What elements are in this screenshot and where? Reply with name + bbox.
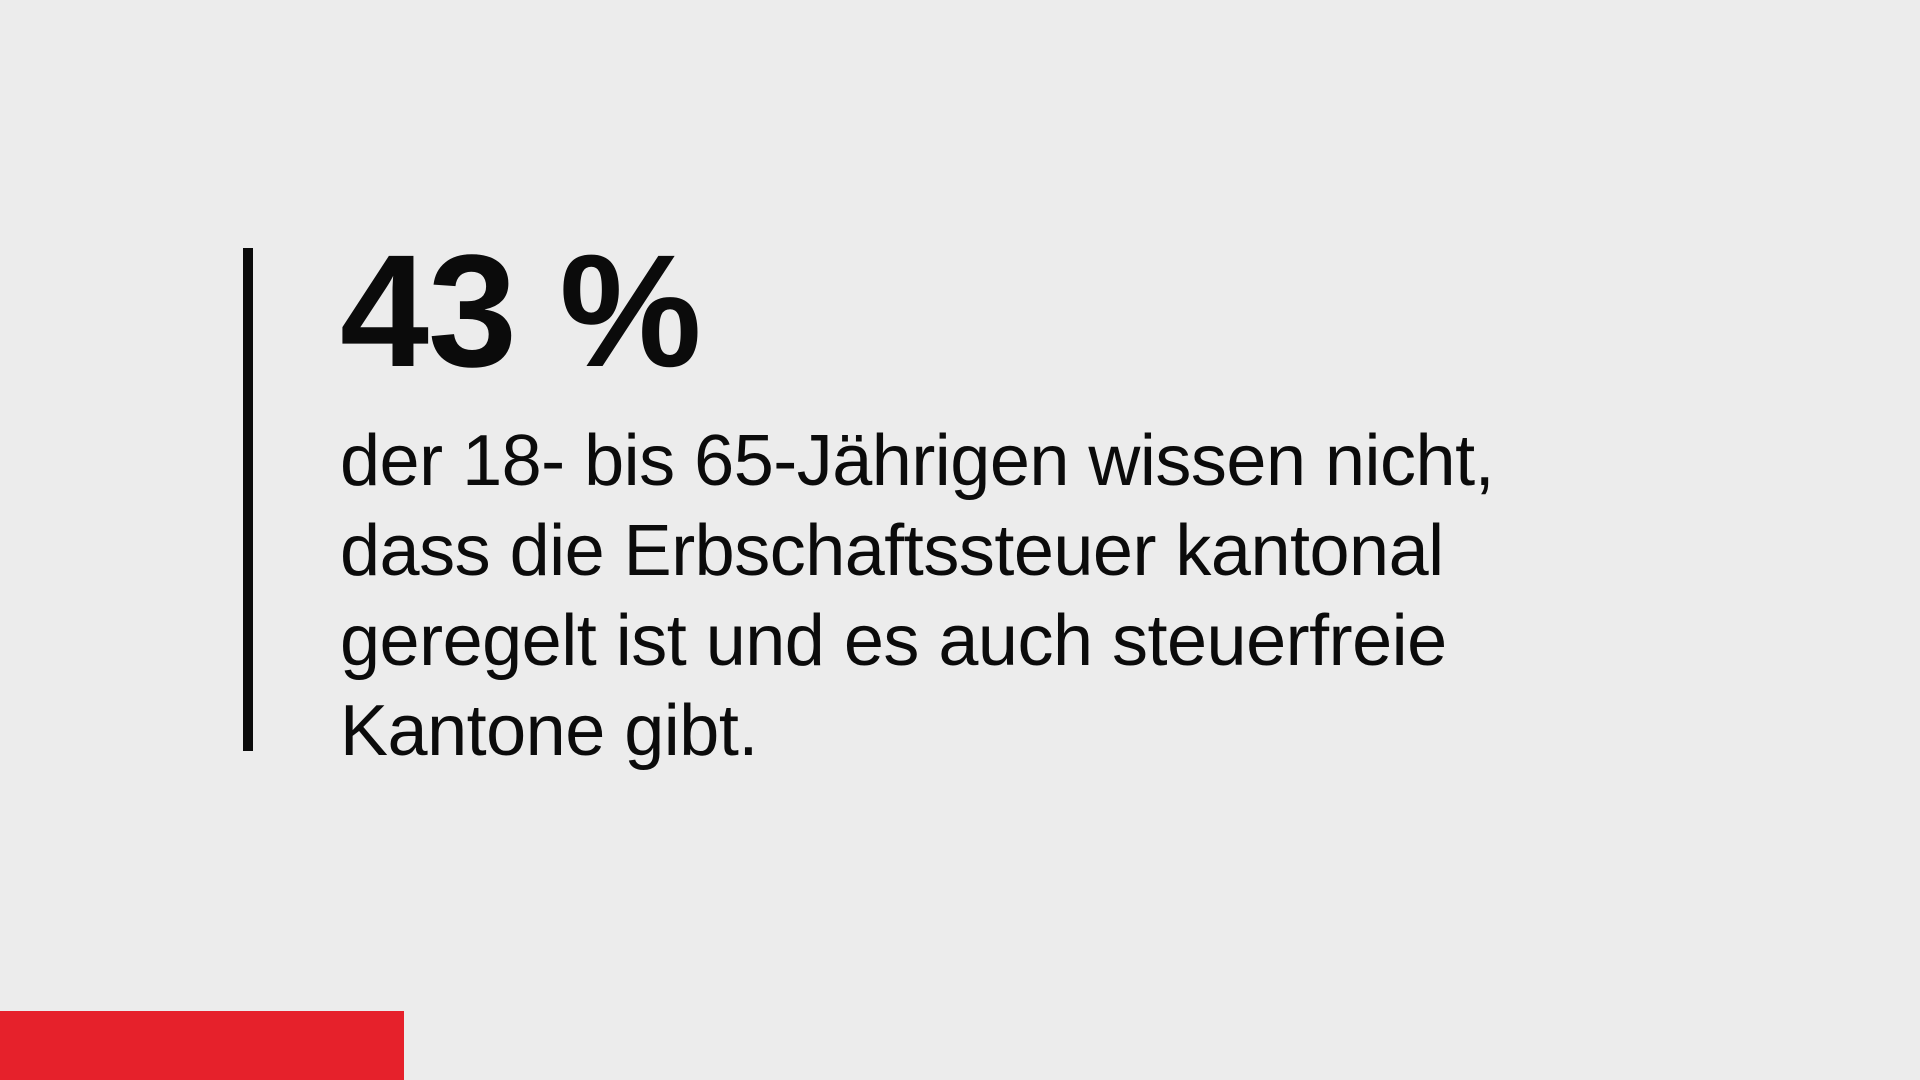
description-line: Kantone gibt. [340, 691, 758, 771]
description-line: geregelt ist und es auch steuerfreie [340, 601, 1447, 681]
statistic-value: 43 % [340, 221, 702, 400]
description-line: dass die Erbschaftssteuer kantonal [340, 511, 1444, 591]
brand-red-bar [0, 1011, 404, 1080]
vertical-rule [243, 248, 253, 751]
description-line: der 18- bis 65-Jährigen wissen nicht, [340, 421, 1495, 501]
statistic-description: der 18- bis 65-Jährigen wissen nicht, da… [340, 416, 1495, 776]
